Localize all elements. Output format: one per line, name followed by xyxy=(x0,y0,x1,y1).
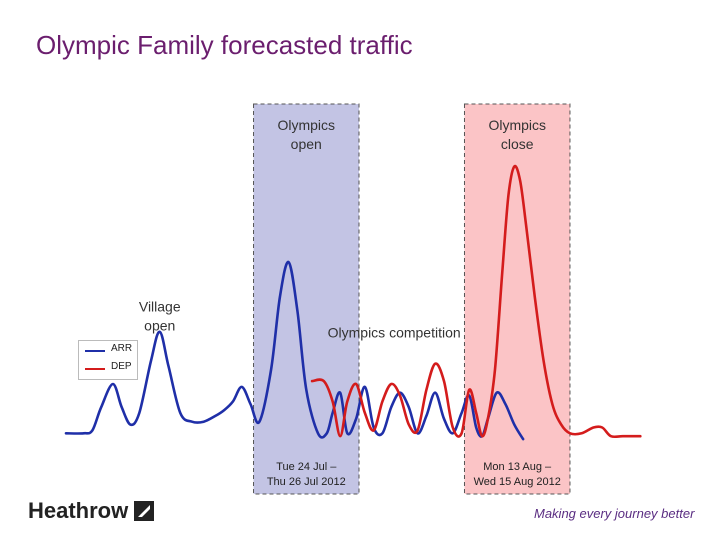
series-line-arr xyxy=(64,260,525,441)
olympics-competition-annotation: Olympics competition xyxy=(328,325,461,341)
village-open-annotation: Village open xyxy=(139,299,181,334)
games-open-date-label: Tue 24 Jul – Thu 26 Jul 2012 xyxy=(267,461,346,488)
legend-label-dep: DEP xyxy=(111,361,132,372)
page-title: Olympic Family forecasted traffic xyxy=(36,30,413,60)
games-close-label: Olympics close xyxy=(488,117,546,152)
legend-swatch-arr xyxy=(85,350,105,352)
games-open-band xyxy=(253,103,360,495)
games-close-date-label: Mon 13 Aug – Wed 15 Aug 2012 xyxy=(474,461,561,488)
heathrow-mark-icon xyxy=(134,501,155,521)
brand-tagline: Making every journey better xyxy=(534,506,695,521)
games-open-label: Olympics open xyxy=(277,117,335,152)
legend-entry-arr: ARR xyxy=(79,341,137,359)
chart-legend: ARR DEP xyxy=(78,340,138,380)
legend-entry-dep: DEP xyxy=(79,359,137,377)
legend-swatch-dep xyxy=(85,368,105,370)
series-line-dep xyxy=(310,164,642,439)
brand-name: Heathrow xyxy=(28,498,129,523)
legend-label-arr: ARR xyxy=(111,343,133,354)
heathrow-logo: Heathrow xyxy=(28,498,155,524)
